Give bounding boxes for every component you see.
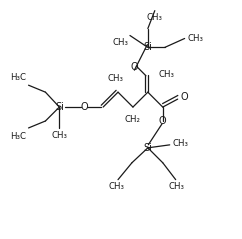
Text: H₃C: H₃C xyxy=(10,73,26,82)
Text: CH₃: CH₃ xyxy=(113,38,129,47)
Text: O: O xyxy=(130,62,138,72)
Text: CH₃: CH₃ xyxy=(51,131,67,140)
Text: O: O xyxy=(159,116,166,126)
Text: Si: Si xyxy=(144,143,152,153)
Text: CH₂: CH₂ xyxy=(125,115,141,124)
Text: Si: Si xyxy=(144,42,152,52)
Text: H₃C: H₃C xyxy=(10,131,26,141)
Text: CH₃: CH₃ xyxy=(147,13,163,22)
Text: CH₃: CH₃ xyxy=(108,74,124,83)
Text: CH₃: CH₃ xyxy=(187,34,203,43)
Text: CH₃: CH₃ xyxy=(172,139,188,148)
Text: O: O xyxy=(80,102,88,112)
Text: CH₃: CH₃ xyxy=(169,183,185,191)
Text: O: O xyxy=(181,92,189,102)
Text: CH₃: CH₃ xyxy=(109,183,125,191)
Text: Si: Si xyxy=(55,102,64,112)
Text: CH₃: CH₃ xyxy=(159,70,175,79)
